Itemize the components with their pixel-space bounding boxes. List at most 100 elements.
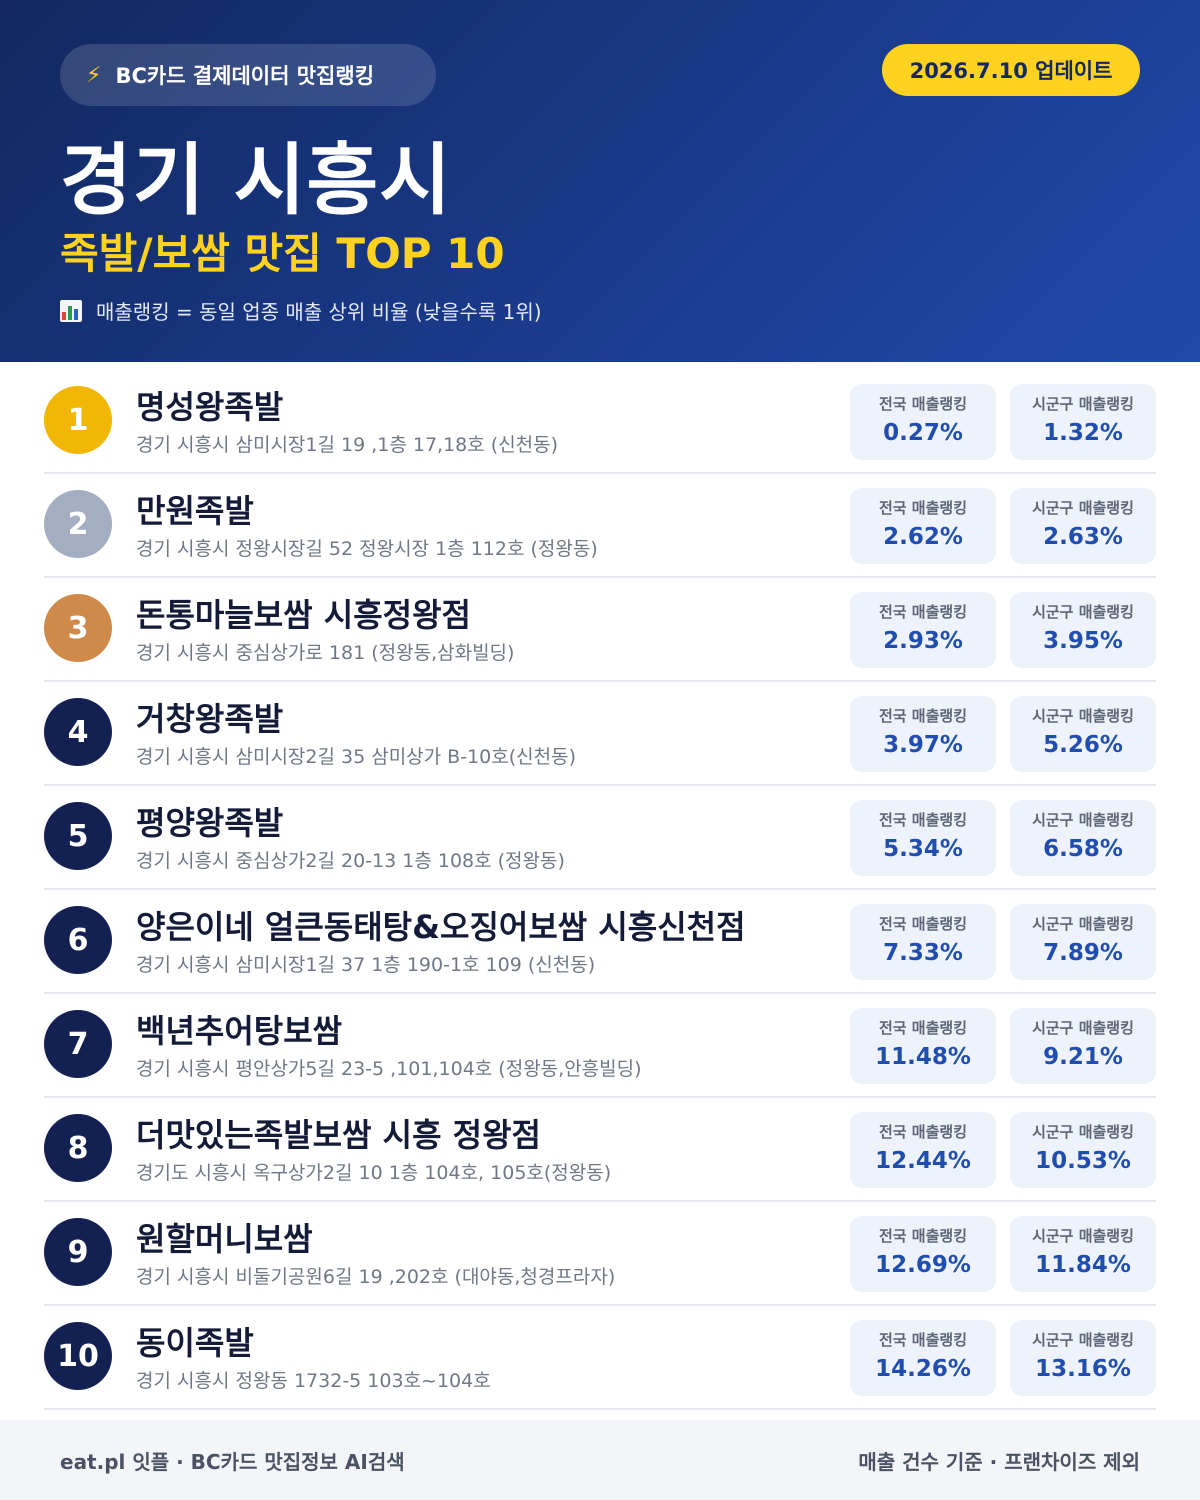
local-ranking-label: 시군구 매출랭킹 xyxy=(1032,915,1134,933)
local-ranking-value: 6.58% xyxy=(1043,836,1123,862)
local-ranking-value: 2.63% xyxy=(1043,524,1123,550)
rank-badge: 6 xyxy=(44,906,112,974)
local-ranking-value: 11.84% xyxy=(1035,1252,1131,1278)
local-ranking-card: 시군구 매출랭킹 7.89% xyxy=(1010,904,1156,980)
local-ranking-label: 시군구 매출랭킹 xyxy=(1032,603,1134,621)
national-ranking-card: 전국 매출랭킹 7.33% xyxy=(850,904,996,980)
local-ranking-label: 시군구 매출랭킹 xyxy=(1032,1331,1134,1349)
restaurant-address: 경기 시흥시 삼미시장1길 19 ,1층 17,18호 (신천동) xyxy=(136,434,559,456)
national-ranking-card: 전국 매출랭킹 0.27% xyxy=(850,384,996,460)
restaurant-address: 경기 시흥시 중심상가2길 20-13 1층 108호 (정왕동) xyxy=(136,850,565,872)
restaurant-name[interactable]: 원할머니보쌈 xyxy=(136,1220,313,1258)
restaurant-address: 경기 시흥시 정왕동 1732-5 103호~104호 xyxy=(136,1370,491,1392)
list-item[interactable]: 1 명성왕족발 경기 시흥시 삼미시장1길 19 ,1층 17,18호 (신천동) 전… xyxy=(44,370,1156,474)
restaurant-name[interactable]: 돈통마늘보쌈 시흥정왕점 xyxy=(136,596,471,634)
local-ranking-label: 시군구 매출랭킹 xyxy=(1032,395,1134,413)
restaurant-name[interactable]: 양은이네 얼큰동태탕&오징어보쌈 시흥신천점 xyxy=(136,908,746,946)
local-ranking-card: 시군구 매출랭킹 13.16% xyxy=(1010,1320,1156,1396)
restaurant-name[interactable]: 더맛있는족발보쌈 시흥 정왕점 xyxy=(136,1116,542,1154)
restaurant-address: 경기 시흥시 정왕시장길 52 정왕시장 1층 112호 (정왕동) xyxy=(136,538,598,560)
restaurant-list: 1 명성왕족발 경기 시흥시 삼미시장1길 19 ,1층 17,18호 (신천동) 전… xyxy=(44,370,1156,1410)
national-ranking-label: 전국 매출랭킹 xyxy=(878,1331,968,1349)
ranking-note-text: 매출랭킹 = 동일 업종 매출 상위 비율 (낮을수록 1위) xyxy=(96,300,542,324)
restaurant-address: 경기 시흥시 삼미시장2길 35 삼미상가 B-10호(신천동) xyxy=(136,746,576,768)
national-ranking-value: 5.34% xyxy=(883,836,963,862)
restaurant-name[interactable]: 백년추어탕보쌈 xyxy=(136,1012,343,1050)
local-ranking-label: 시군구 매출랭킹 xyxy=(1032,499,1134,517)
category-subtitle: 족발/보쌈 맛집 TOP 10 xyxy=(60,229,505,278)
restaurant-name[interactable]: 만원족발 xyxy=(136,492,254,530)
national-ranking-label: 전국 매출랭킹 xyxy=(878,915,968,933)
local-ranking-card: 시군구 매출랭킹 6.58% xyxy=(1010,800,1156,876)
national-ranking-card: 전국 매출랭킹 12.69% xyxy=(850,1216,996,1292)
local-ranking-value: 13.16% xyxy=(1035,1356,1131,1382)
rank-badge: 9 xyxy=(44,1218,112,1286)
local-ranking-card: 시군구 매출랭킹 11.84% xyxy=(1010,1216,1156,1292)
update-badge: 2026.7.10 업데이트 xyxy=(882,44,1140,96)
local-ranking-label: 시군구 매출랭킹 xyxy=(1032,1123,1134,1141)
local-ranking-card: 시군구 매출랭킹 3.95% xyxy=(1010,592,1156,668)
local-ranking-label: 시군구 매출랭킹 xyxy=(1032,811,1134,829)
source-pill-label: BC카드 결제데이터 맛집랭킹 xyxy=(115,64,375,88)
local-ranking-value: 5.26% xyxy=(1043,732,1123,758)
national-ranking-value: 2.93% xyxy=(883,628,963,654)
local-ranking-card: 시군구 매출랭킹 2.63% xyxy=(1010,488,1156,564)
local-ranking-value: 9.21% xyxy=(1043,1044,1123,1070)
rank-badge: 5 xyxy=(44,802,112,870)
national-ranking-label: 전국 매출랭킹 xyxy=(878,499,968,517)
national-ranking-value: 2.62% xyxy=(883,524,963,550)
local-ranking-value: 1.32% xyxy=(1043,420,1123,446)
local-ranking-card: 시군구 매출랭킹 9.21% xyxy=(1010,1008,1156,1084)
local-ranking-value: 10.53% xyxy=(1035,1148,1131,1174)
national-ranking-label: 전국 매출랭킹 xyxy=(878,1227,968,1245)
restaurant-name[interactable]: 평양왕족발 xyxy=(136,804,284,842)
restaurant-address: 경기 시흥시 평안상가5길 23-5 ,101,104호 (정왕동,안흥빌딩) xyxy=(136,1058,642,1080)
national-ranking-label: 전국 매출랭킹 xyxy=(878,707,968,725)
national-ranking-value: 0.27% xyxy=(883,420,963,446)
rank-badge: 3 xyxy=(44,594,112,662)
national-ranking-value: 12.69% xyxy=(875,1252,971,1278)
restaurant-address: 경기도 시흥시 옥구상가2길 10 1층 104호, 105호(정왕동) xyxy=(136,1162,612,1184)
restaurant-address: 경기 시흥시 중심상가로 181 (정왕동,삼화빌딩) xyxy=(136,642,515,664)
ranking-note: 매출랭킹 = 동일 업종 매출 상위 비율 (낮을수록 1위) xyxy=(60,296,542,325)
national-ranking-label: 전국 매출랭킹 xyxy=(878,395,968,413)
list-item[interactable]: 10 동이족발 경기 시흥시 정왕동 1732-5 103호~104호 전국 매출랭킹… xyxy=(44,1306,1156,1410)
national-ranking-card: 전국 매출랭킹 12.44% xyxy=(850,1112,996,1188)
restaurant-name[interactable]: 거창왕족발 xyxy=(136,700,284,738)
restaurant-address: 경기 시흥시 비둘기공원6길 19 ,202호 (대야동,청경프라자) xyxy=(136,1266,616,1288)
national-ranking-value: 7.33% xyxy=(883,940,963,966)
local-ranking-value: 7.89% xyxy=(1043,940,1123,966)
source-pill: ⚡ BC카드 결제데이터 맛집랭킹 xyxy=(60,44,436,106)
national-ranking-value: 3.97% xyxy=(883,732,963,758)
header-banner: ⚡ BC카드 결제데이터 맛집랭킹 2026.7.10 업데이트 경기 시흥시 … xyxy=(0,0,1200,362)
rank-badge: 8 xyxy=(44,1114,112,1182)
restaurant-name[interactable]: 동이족발 xyxy=(136,1324,254,1362)
local-ranking-card: 시군구 매출랭킹 5.26% xyxy=(1010,696,1156,772)
national-ranking-card: 전국 매출랭킹 3.97% xyxy=(850,696,996,772)
national-ranking-card: 전국 매출랭킹 14.26% xyxy=(850,1320,996,1396)
footer-source: eat.pl 잇플 · BC카드 맛집정보 AI검색 xyxy=(60,1449,405,1474)
list-item[interactable]: 6 양은이네 얼큰동태탕&오징어보쌈 시흥신천점 경기 시흥시 삼미시장1길 37 … xyxy=(44,890,1156,994)
national-ranking-card: 전국 매출랭킹 11.48% xyxy=(850,1008,996,1084)
list-item[interactable]: 4 거창왕족발 경기 시흥시 삼미시장2길 35 삼미상가 B-10호(신천동) 전국… xyxy=(44,682,1156,786)
lightning-icon: ⚡ xyxy=(86,62,102,88)
list-item[interactable]: 2 만원족발 경기 시흥시 정왕시장길 52 정왕시장 1층 112호 (정왕동) 전… xyxy=(44,474,1156,578)
restaurant-name[interactable]: 명성왕족발 xyxy=(136,388,284,426)
local-ranking-label: 시군구 매출랭킹 xyxy=(1032,707,1134,725)
local-ranking-value: 3.95% xyxy=(1043,628,1123,654)
national-ranking-value: 11.48% xyxy=(875,1044,971,1070)
footer: eat.pl 잇플 · BC카드 맛집정보 AI검색 매출 건수 기준 · 프랜… xyxy=(0,1420,1200,1500)
list-item[interactable]: 7 백년추어탕보쌈 경기 시흥시 평안상가5길 23-5 ,101,104호 (정왕… xyxy=(44,994,1156,1098)
footer-note: 매출 건수 기준 · 프랜차이즈 제외 xyxy=(858,1449,1140,1474)
national-ranking-value: 12.44% xyxy=(875,1148,971,1174)
national-ranking-label: 전국 매출랭킹 xyxy=(878,603,968,621)
local-ranking-label: 시군구 매출랭킹 xyxy=(1032,1019,1134,1037)
national-ranking-label: 전국 매출랭킹 xyxy=(878,1123,968,1141)
national-ranking-card: 전국 매출랭킹 2.62% xyxy=(850,488,996,564)
national-ranking-card: 전국 매출랭킹 5.34% xyxy=(850,800,996,876)
national-ranking-label: 전국 매출랭킹 xyxy=(878,1019,968,1037)
